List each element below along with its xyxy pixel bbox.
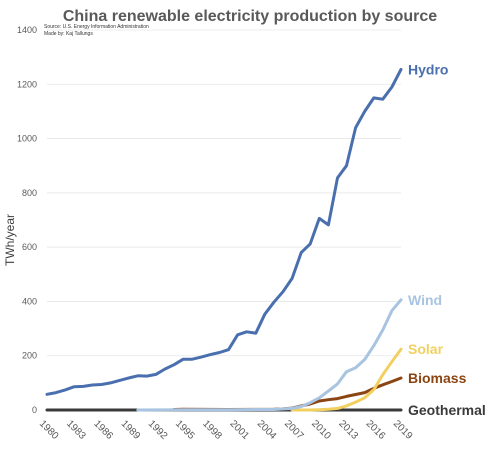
y-tick-label: 1200 xyxy=(17,79,37,89)
series-lines xyxy=(45,67,403,412)
y-tick-label: 800 xyxy=(22,188,37,198)
y-tick-label: 1400 xyxy=(17,25,37,35)
series-labels: Hydro Wind Solar Biomass Geothermal xyxy=(408,61,486,418)
y-tick-labels: 0 200 400 600 800 1000 1200 1400 xyxy=(17,25,37,415)
y-tick-label: 1000 xyxy=(17,134,37,144)
y-tick-label: 0 xyxy=(32,405,37,415)
x-tick-label: 2004 xyxy=(255,418,279,442)
series-label-hydro: Hydro xyxy=(408,61,448,77)
x-tick-label: 2007 xyxy=(282,418,306,442)
series-line-wind xyxy=(136,298,403,412)
x-tick-label: 2016 xyxy=(364,418,388,442)
series-line-hydro xyxy=(45,67,403,396)
chart-title: China renewable electricity production b… xyxy=(63,8,437,25)
x-tick-label: 1992 xyxy=(146,418,170,442)
x-tick-label: 2019 xyxy=(391,418,415,442)
series-label-geothermal: Geothermal xyxy=(408,402,486,418)
x-tick-label: 1989 xyxy=(119,418,143,442)
x-tick-label: 1983 xyxy=(64,418,88,442)
x-tick-label: 1980 xyxy=(37,418,61,442)
source-line-2: Made by: Kaj Tallungs xyxy=(44,31,93,37)
x-tick-labels: 1980 1983 1986 1989 1992 1995 1998 2001 2004 2007… xyxy=(37,418,415,442)
x-tick-label: 1995 xyxy=(173,418,197,442)
x-tick-label: 1998 xyxy=(200,418,224,442)
x-tick-label: 2001 xyxy=(227,418,251,442)
x-tick-label: 2010 xyxy=(309,418,333,442)
y-tick-label: 200 xyxy=(22,351,37,361)
y-tick-label: 400 xyxy=(22,296,37,306)
series-line-solar xyxy=(290,347,403,412)
series-label-wind: Wind xyxy=(408,292,442,308)
x-tick-label: 1986 xyxy=(91,418,115,442)
series-label-solar: Solar xyxy=(408,341,444,357)
y-tick-label: 600 xyxy=(22,242,37,252)
source-line-1: Source: U.S. Energy Information Administ… xyxy=(44,24,149,30)
gridlines xyxy=(47,29,401,411)
y-axis-label: TWh/year xyxy=(3,214,17,266)
x-tick-label: 2013 xyxy=(336,418,360,442)
series-label-biomass: Biomass xyxy=(408,370,467,386)
